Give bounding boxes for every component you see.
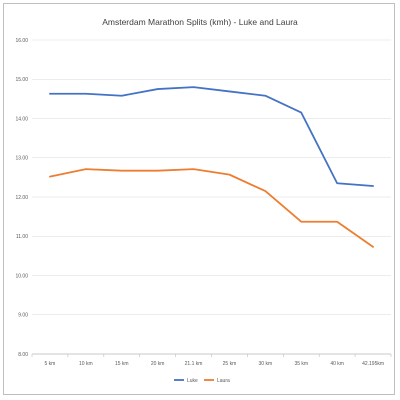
line-chart: 8.00 9.00 10.00 11.00 12.00 13.00 14.00 15.00 16… [15, 38, 392, 384]
y-tick-label-5: 13.00 [15, 156, 28, 162]
x-tick-label-8: 40 km [330, 361, 344, 367]
series-line-luke [49, 86, 374, 187]
y-tick-label-0: 8.00 [18, 352, 28, 358]
y-tick-label-4: 12.00 [15, 195, 28, 201]
x-tick-label-4: 21.1 km [185, 361, 203, 367]
x-tick-label-5: 25 km [223, 361, 237, 367]
x-tick-label-1: 10 km [79, 361, 93, 367]
chart-frame: Amsterdam Marathon Splits (kmh) - Luke a… [3, 3, 395, 395]
x-tick-label-2: 15 km [115, 361, 129, 367]
y-tick-label-2: 10.00 [15, 273, 28, 279]
x-tick-label-7: 35 km [294, 361, 308, 367]
x-tick-label-9: 42.195km [362, 361, 384, 367]
y-tick-label-3: 11.00 [16, 234, 28, 240]
y-tick-label-8: 16.00 [15, 38, 28, 44]
y-tick-label-7: 15.00 [15, 77, 28, 83]
chart-title: Amsterdam Marathon Splits (kmh) - Luke a… [102, 17, 298, 27]
x-tick-label-0: 5 km [45, 361, 56, 367]
x-tick-label-3: 20 km [151, 361, 165, 367]
y-tick-label-6: 14.00 [15, 116, 28, 122]
legend-label-luke: Luke [187, 378, 198, 384]
x-tick-label-6: 30 km [259, 361, 273, 367]
legend-label-laura: Laura [217, 378, 230, 384]
series-line-laura [49, 168, 374, 248]
y-tick-label-1: 9.00 [18, 313, 28, 319]
